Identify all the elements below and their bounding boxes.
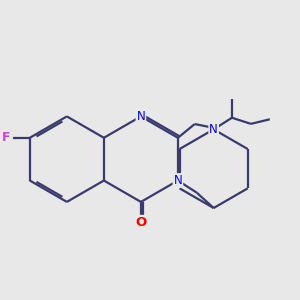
Text: N: N [173, 174, 182, 187]
Text: N: N [209, 123, 218, 136]
Text: O: O [135, 216, 146, 229]
Text: F: F [2, 131, 10, 144]
Text: N: N [136, 110, 145, 123]
